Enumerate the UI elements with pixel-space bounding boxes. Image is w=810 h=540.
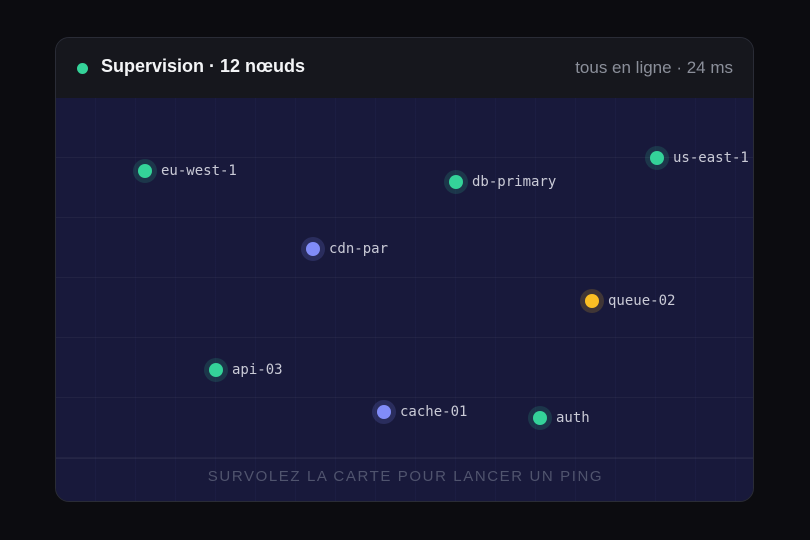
node-queue-02[interactable]: queue-02 <box>585 289 675 313</box>
node-status-dot <box>209 363 223 377</box>
monitoring-card: Supervision · 12 nœuds tous en ligne · 2… <box>55 37 754 502</box>
node-label: us-east-1 <box>673 150 749 166</box>
node-auth[interactable]: auth <box>533 406 590 430</box>
card-title: Supervision · 12 nœuds <box>101 56 306 76</box>
ping-hint: SURVOLEZ LA CARTE POUR LANCER UN PING <box>207 468 604 485</box>
node-cdn-par[interactable]: cdn-par <box>306 237 388 261</box>
node-label: db-primary <box>472 174 557 190</box>
online-status-dot <box>77 63 88 74</box>
status-summary: tous en ligne · 24 ms <box>575 58 733 77</box>
node-map[interactable]: eu-west-1 db-primary us-east-1 cdn-par q… <box>56 98 753 501</box>
node-label: queue-02 <box>608 293 676 309</box>
node-cache-01[interactable]: cache-01 <box>377 400 467 424</box>
node-status-dot <box>585 294 599 308</box>
node-api-03[interactable]: api-03 <box>209 358 283 382</box>
node-us-east-1[interactable]: us-east-1 <box>650 146 749 170</box>
node-eu-west-1[interactable]: eu-west-1 <box>138 159 237 183</box>
node-label: api-03 <box>232 362 283 378</box>
node-status-dot <box>650 151 664 165</box>
node-label: auth <box>556 410 590 426</box>
node-status-dot <box>306 242 320 256</box>
node-status-dot <box>377 405 391 419</box>
node-label: eu-west-1 <box>161 163 237 179</box>
node-db-primary[interactable]: db-primary <box>449 170 556 194</box>
node-status-dot <box>449 175 463 189</box>
footer-divider <box>56 458 753 459</box>
node-status-dot <box>533 411 547 425</box>
node-status-dot <box>138 164 152 178</box>
node-label: cache-01 <box>400 404 468 420</box>
card-header: Supervision · 12 nœuds tous en ligne · 2… <box>56 38 753 99</box>
node-label: cdn-par <box>329 241 389 257</box>
